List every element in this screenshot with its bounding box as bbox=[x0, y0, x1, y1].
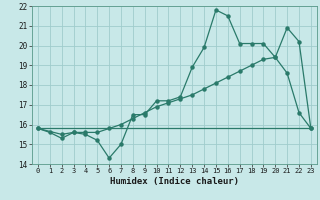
X-axis label: Humidex (Indice chaleur): Humidex (Indice chaleur) bbox=[110, 177, 239, 186]
